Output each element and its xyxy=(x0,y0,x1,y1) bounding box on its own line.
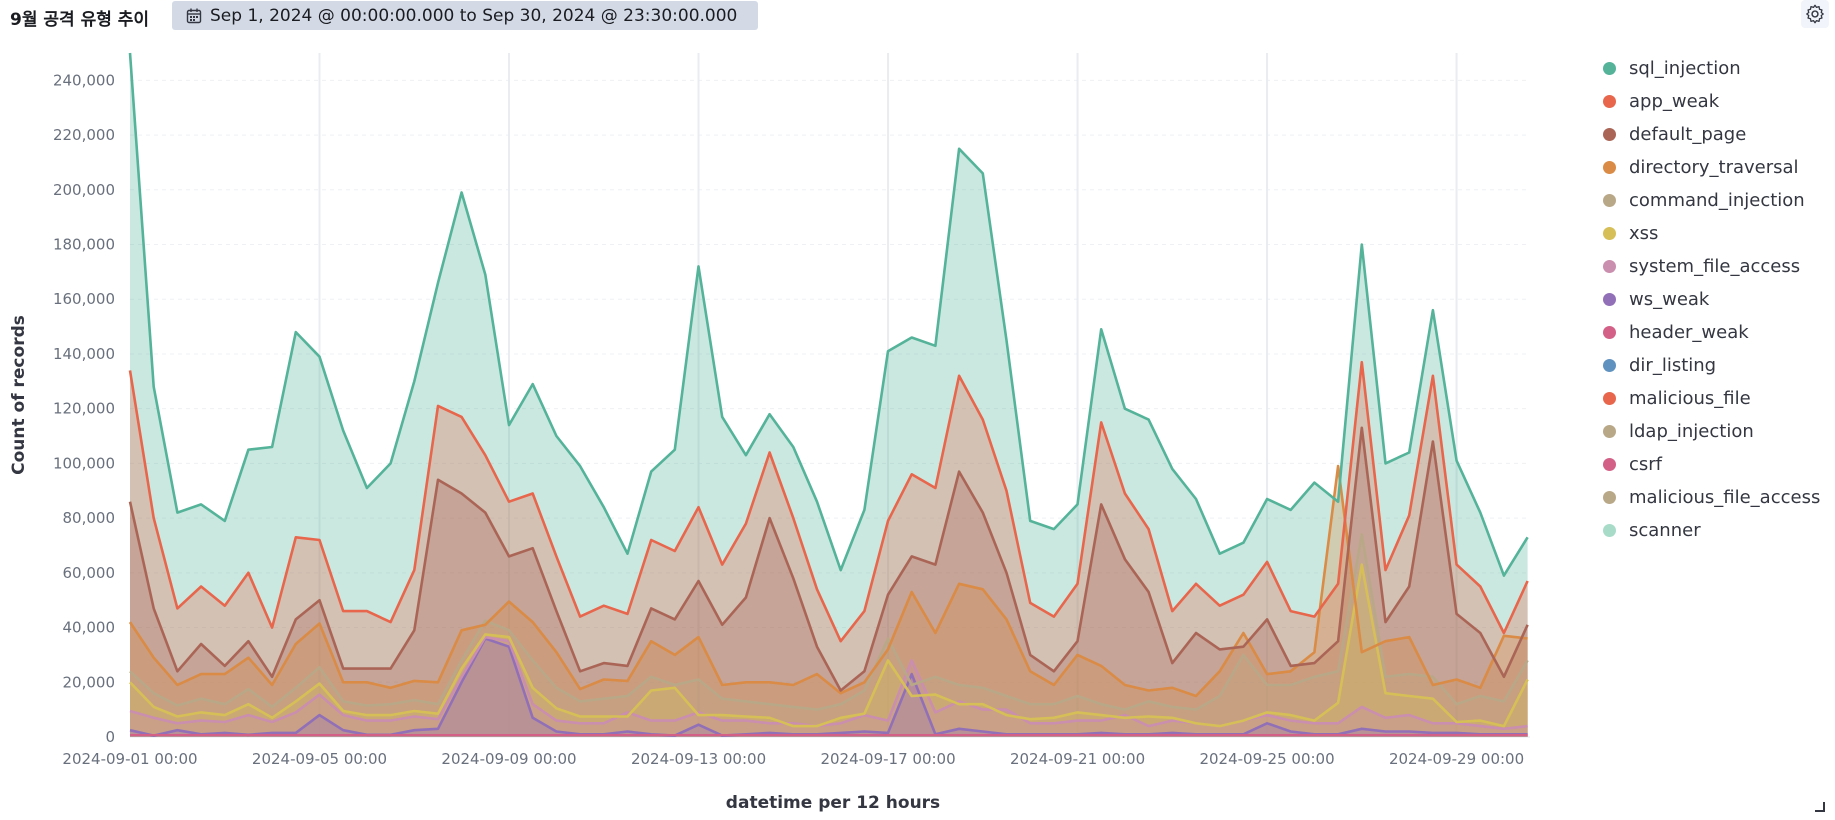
legend-item-scanner[interactable]: scanner xyxy=(1603,514,1820,547)
legend-label: header_weak xyxy=(1629,322,1749,343)
y-axis-title: Count of records xyxy=(9,315,29,475)
legend-color-dot xyxy=(1603,227,1616,240)
area-ws_weak xyxy=(130,638,1528,737)
legend-color-dot xyxy=(1603,128,1616,141)
legend-label: xss xyxy=(1629,223,1659,244)
legend-item-default_page[interactable]: default_page xyxy=(1603,118,1820,151)
y-tick-label: 160,000 xyxy=(53,290,115,308)
legend-color-dot xyxy=(1603,359,1616,372)
area-command_injection xyxy=(130,534,1528,737)
panel-header: 9월 공격 유형 추이 Sep 1, 2024 @ 00:00:00.000 t… xyxy=(0,0,1835,34)
panel-title: 9월 공격 유형 추이 xyxy=(10,10,150,30)
legend-item-system_file_access[interactable]: system_file_access xyxy=(1603,250,1820,283)
legend-color-dot xyxy=(1603,425,1616,438)
legend-label: dir_listing xyxy=(1629,355,1717,376)
legend-item-malicious_file[interactable]: malicious_file xyxy=(1603,382,1820,415)
legend-item-dir_listing[interactable]: dir_listing xyxy=(1603,349,1820,382)
series-line-sql_injection[interactable] xyxy=(128,52,1529,577)
legend-color-dot xyxy=(1603,161,1616,174)
legend-label: ws_weak xyxy=(1629,289,1710,310)
legend-label: malicious_file_access xyxy=(1629,487,1821,508)
legend-label: malicious_file xyxy=(1629,388,1751,409)
legend-label: default_page xyxy=(1629,124,1747,145)
area-directory_traversal xyxy=(130,466,1528,737)
x-tick-label: 2024-09-21 00:00 xyxy=(1010,750,1145,768)
y-tick-label: 0 xyxy=(105,728,115,746)
y-tick-label: 100,000 xyxy=(53,454,115,472)
x-tick-label: 2024-09-01 00:00 xyxy=(62,750,197,768)
gear-icon[interactable] xyxy=(1801,0,1829,28)
series-line-xss[interactable] xyxy=(129,563,1529,728)
legend-item-xss[interactable]: xss xyxy=(1603,217,1820,250)
x-tick-label: 2024-09-09 00:00 xyxy=(441,750,576,768)
legend-color-dot xyxy=(1603,260,1616,273)
legend-item-ldap_injection[interactable]: ldap_injection xyxy=(1603,415,1820,448)
legend-item-command_injection[interactable]: command_injection xyxy=(1603,184,1820,217)
y-tick-label: 40,000 xyxy=(63,619,116,637)
area-xss xyxy=(130,564,1528,737)
legend-item-header_weak[interactable]: header_weak xyxy=(1603,316,1820,349)
resize-handle[interactable] xyxy=(1815,802,1825,812)
series-line-app_weak[interactable] xyxy=(128,360,1529,643)
y-tick-label: 60,000 xyxy=(63,564,116,582)
legend-color-dot xyxy=(1603,95,1616,108)
y-tick-label: 80,000 xyxy=(63,509,116,527)
legend-label: scanner xyxy=(1629,520,1701,541)
legend-label: sql_injection xyxy=(1629,58,1741,79)
legend-color-dot xyxy=(1603,62,1616,75)
legend-color-dot xyxy=(1603,524,1616,537)
series-line-directory_traversal[interactable] xyxy=(128,464,1528,698)
y-tick-label: 20,000 xyxy=(63,673,116,691)
legend-item-ws_weak[interactable]: ws_weak xyxy=(1603,283,1820,316)
legend-item-malicious_file_access[interactable]: malicious_file_access xyxy=(1603,481,1820,514)
legend-color-dot xyxy=(1603,326,1616,339)
x-tick-label: 2024-09-17 00:00 xyxy=(820,750,955,768)
y-tick-label: 200,000 xyxy=(53,181,115,199)
series-line-system_file_access[interactable] xyxy=(129,635,1528,731)
legend-label: app_weak xyxy=(1629,91,1720,112)
legend-color-dot xyxy=(1603,392,1616,405)
y-tick-label: 120,000 xyxy=(53,400,115,418)
series-line-command_injection[interactable] xyxy=(129,533,1529,711)
y-tick-label: 140,000 xyxy=(53,345,115,363)
legend-label: directory_traversal xyxy=(1629,157,1799,178)
legend-label: ldap_injection xyxy=(1629,421,1754,442)
legend-color-dot xyxy=(1603,491,1616,504)
x-axis-title: datetime per 12 hours xyxy=(726,793,940,813)
area-sql_injection xyxy=(130,53,1528,737)
area-default_page xyxy=(130,427,1528,737)
legend-item-sql_injection[interactable]: sql_injection xyxy=(1603,52,1820,85)
x-tick-label: 2024-09-13 00:00 xyxy=(631,750,766,768)
legend-color-dot xyxy=(1603,194,1616,207)
y-tick-label: 240,000 xyxy=(53,71,115,89)
y-tick-label: 180,000 xyxy=(53,236,115,254)
date-range-picker[interactable]: Sep 1, 2024 @ 00:00:00.000 to Sep 30, 20… xyxy=(172,1,758,30)
area-chart: 0 20,000 40,000 60,000 80,000 100,000 120,000 1… xyxy=(9,52,1530,813)
area-system_file_access xyxy=(130,637,1528,737)
x-tick-label: 2024-09-25 00:00 xyxy=(1199,750,1334,768)
legend-item-app_weak[interactable]: app_weak xyxy=(1603,85,1820,118)
x-tick-label: 2024-09-29 00:00 xyxy=(1389,750,1524,768)
y-tick-label: 220,000 xyxy=(53,126,115,144)
legend-label: csrf xyxy=(1629,454,1663,475)
legend-label: system_file_access xyxy=(1629,256,1801,277)
legend-color-dot xyxy=(1603,293,1616,306)
legend-label: command_injection xyxy=(1629,190,1805,211)
legend-color-dot xyxy=(1603,458,1616,471)
series-line-default_page[interactable] xyxy=(128,426,1529,692)
calendar-icon xyxy=(186,8,202,24)
legend-item-csrf[interactable]: csrf xyxy=(1603,448,1820,481)
x-tick-label: 2024-09-05 00:00 xyxy=(252,750,387,768)
legend-item-directory_traversal[interactable]: directory_traversal xyxy=(1603,151,1820,184)
date-range-text: Sep 1, 2024 @ 00:00:00.000 to Sep 30, 20… xyxy=(210,5,738,26)
